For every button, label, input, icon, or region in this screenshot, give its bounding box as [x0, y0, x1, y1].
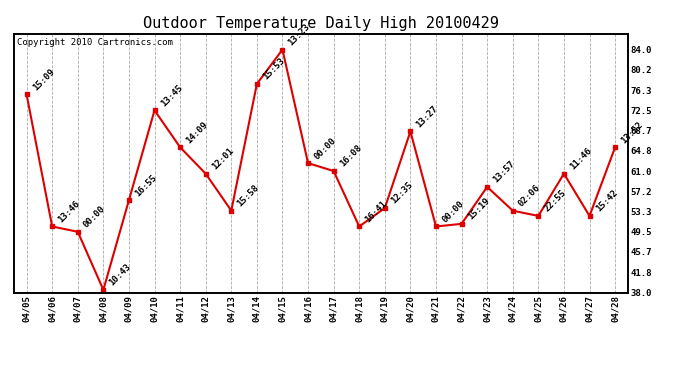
- Text: 12:01: 12:01: [210, 146, 235, 171]
- Text: 13:52: 13:52: [619, 120, 644, 145]
- Text: 00:00: 00:00: [440, 199, 466, 224]
- Text: 15:09: 15:09: [31, 67, 56, 92]
- Text: 12:35: 12:35: [389, 180, 415, 206]
- Text: 02:06: 02:06: [517, 183, 542, 209]
- Text: 00:00: 00:00: [82, 204, 108, 230]
- Title: Outdoor Temperature Daily High 20100429: Outdoor Temperature Daily High 20100429: [143, 16, 499, 31]
- Text: 15:58: 15:58: [235, 183, 261, 209]
- Text: 15:53: 15:53: [261, 56, 286, 82]
- Text: 14:09: 14:09: [184, 120, 210, 145]
- Text: 13:45: 13:45: [159, 83, 184, 108]
- Text: 13:57: 13:57: [491, 159, 517, 185]
- Text: 16:55: 16:55: [133, 172, 159, 198]
- Text: 13:23: 13:23: [286, 22, 312, 47]
- Text: 22:55: 22:55: [542, 188, 568, 214]
- Text: 15:19: 15:19: [466, 196, 491, 222]
- Text: 10:43: 10:43: [108, 262, 133, 288]
- Text: 16:41: 16:41: [364, 199, 388, 224]
- Text: 15:42: 15:42: [593, 188, 619, 214]
- Text: 13:46: 13:46: [57, 199, 81, 224]
- Text: Copyright 2010 Cartronics.com: Copyright 2010 Cartronics.com: [17, 38, 172, 46]
- Text: 16:08: 16:08: [338, 144, 363, 169]
- Text: 13:27: 13:27: [415, 104, 440, 129]
- Text: 11:46: 11:46: [568, 146, 593, 171]
- Text: 00:00: 00:00: [312, 136, 337, 161]
